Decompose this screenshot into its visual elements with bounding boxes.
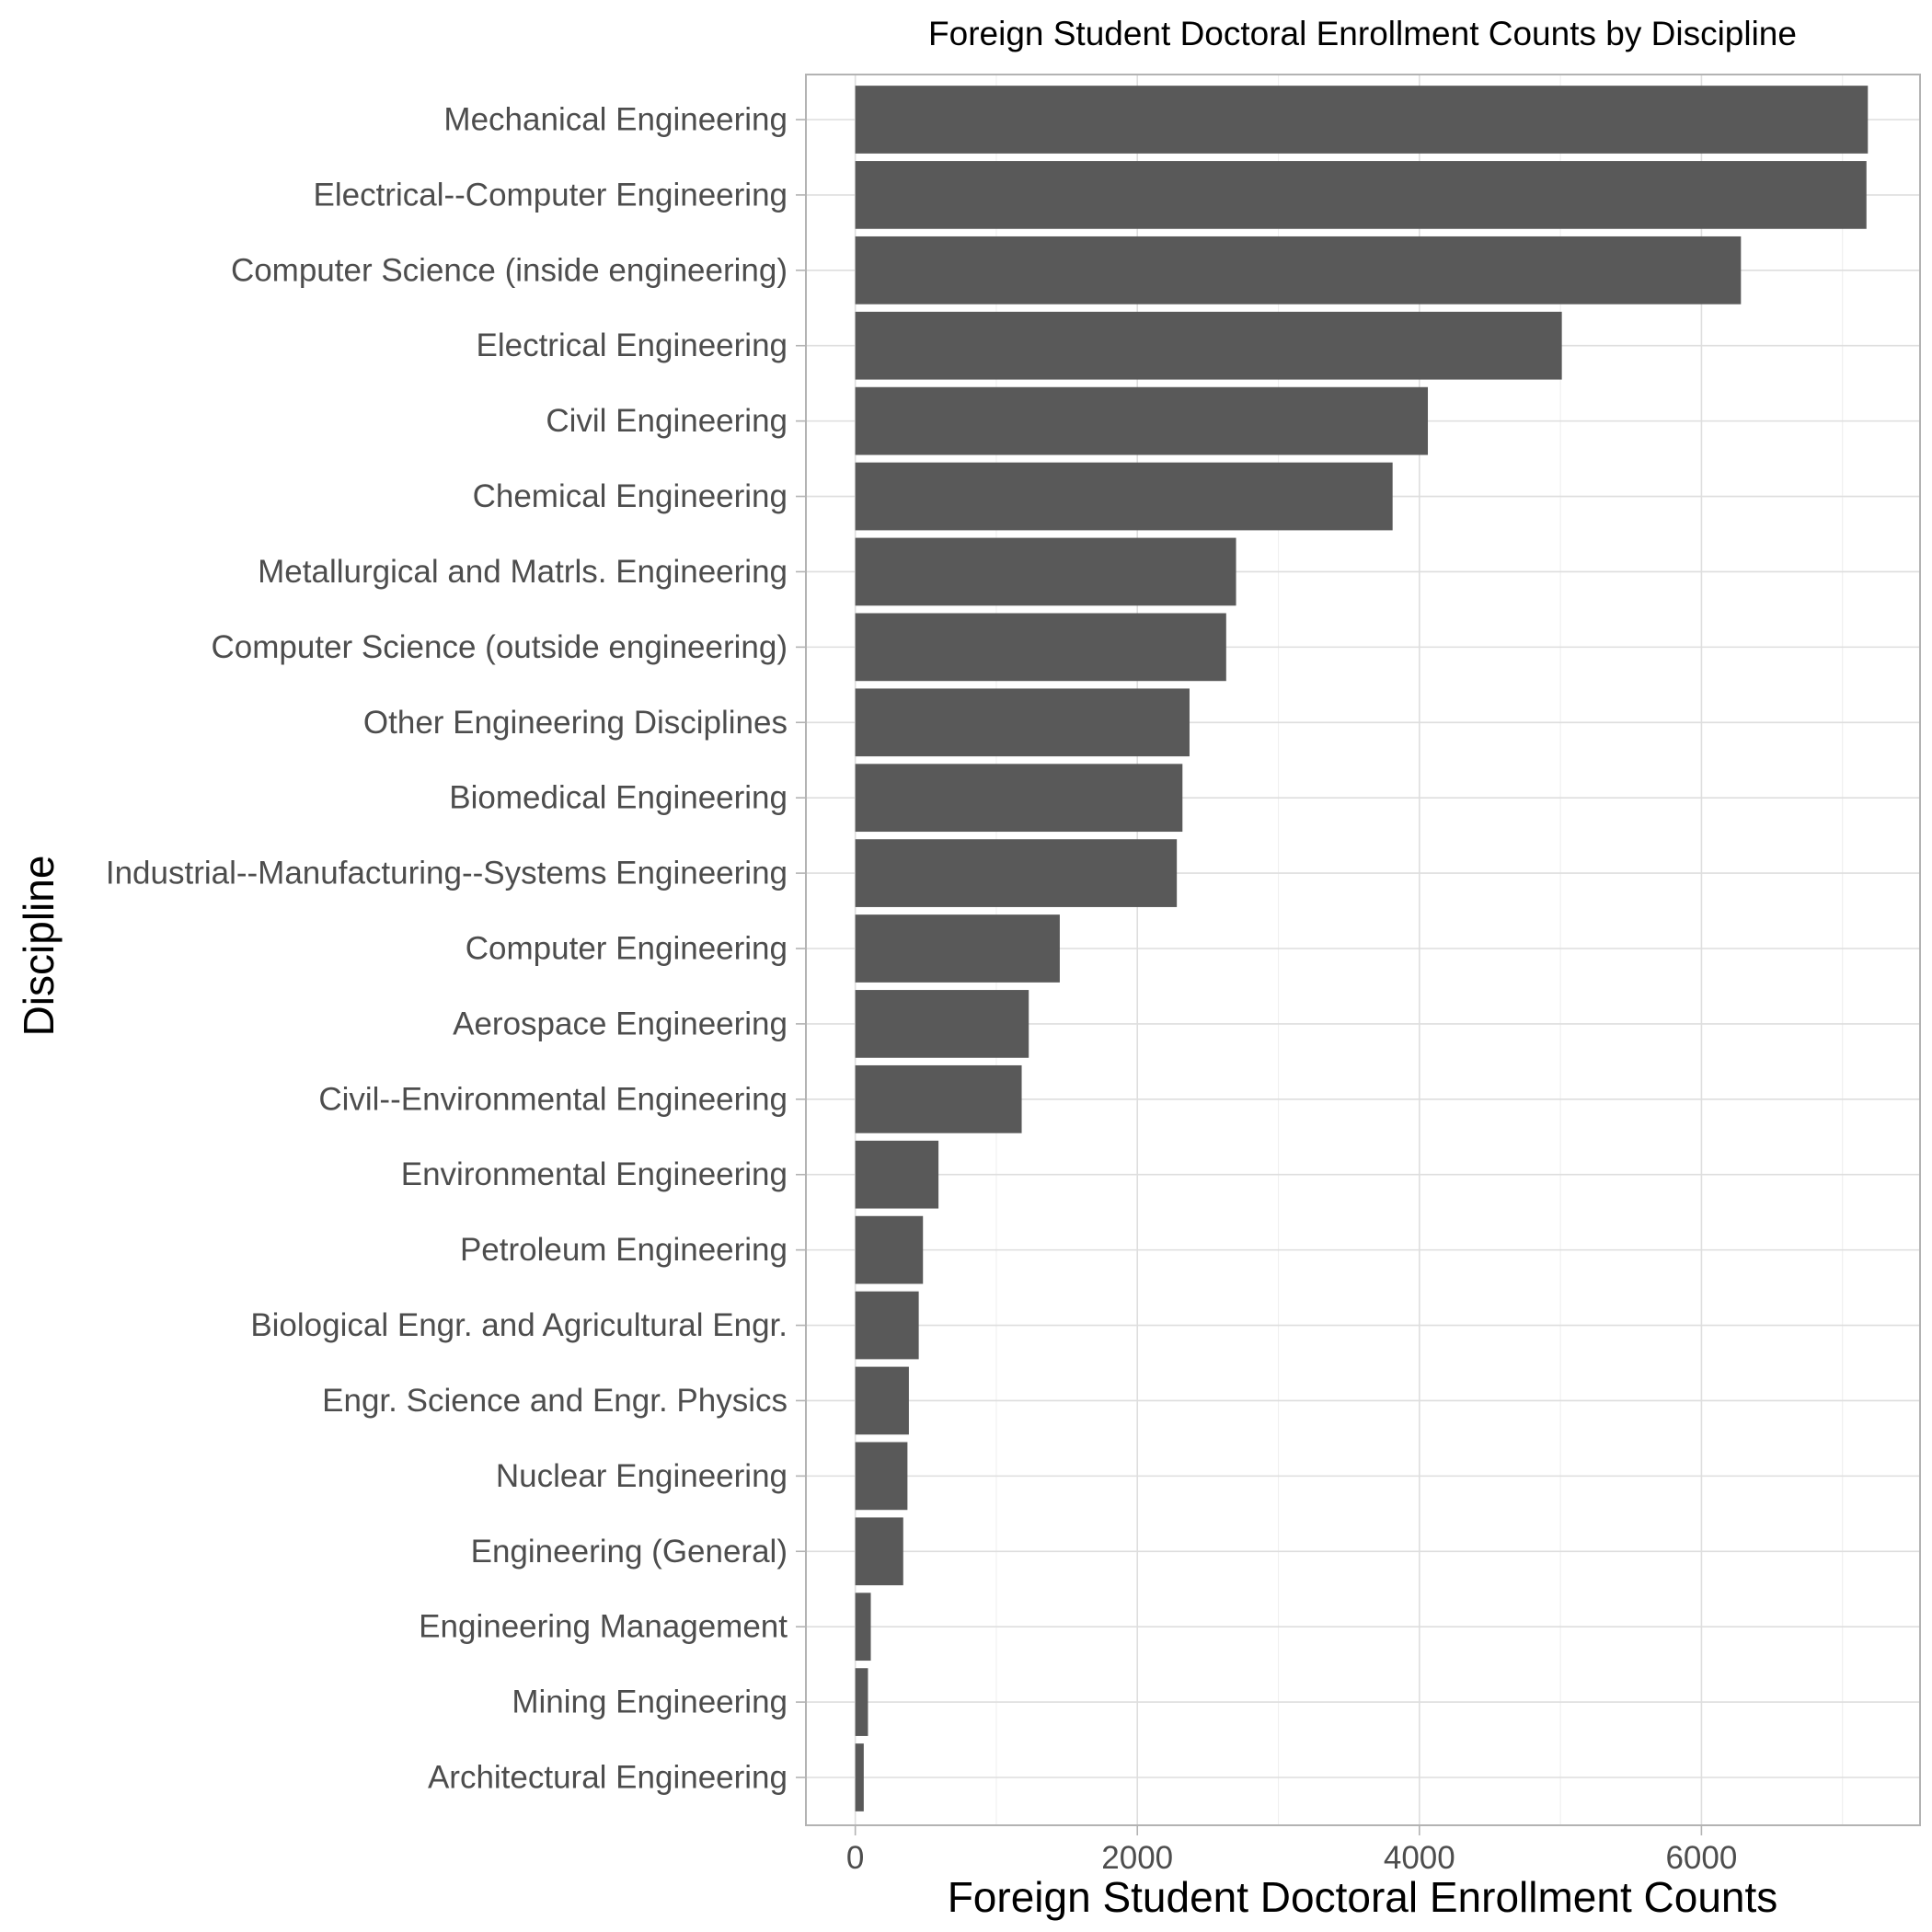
bar: [855, 764, 1183, 833]
category-label: Computer Engineering: [466, 931, 788, 967]
bar: [855, 990, 1029, 1058]
category-label: Engr. Science and Engr. Physics: [322, 1383, 788, 1419]
category-label: Engineering Management: [419, 1609, 788, 1645]
category-label: Electrical Engineering: [476, 328, 788, 363]
category-label: Aerospace Engineering: [453, 1006, 788, 1041]
category-label: Computer Science (inside engineering): [231, 252, 788, 288]
panel-border: [805, 74, 1921, 1826]
y-axis-category-labels: Mechanical Engineering Electrical--Comput…: [106, 102, 788, 1796]
x-axis-tick-labels: 0 2000 4000 6000: [846, 1840, 1737, 1876]
bar: [855, 613, 1226, 682]
bar: [855, 1743, 864, 1811]
bar: [855, 537, 1236, 606]
category-label: Computer Science (outside engineering): [212, 629, 788, 665]
category-label: Biomedical Engineering: [449, 780, 788, 816]
category-label: Biological Engr. and Agricultural Engr.: [250, 1307, 788, 1343]
x-axis-title: Foreign Student Doctoral Enrollment Coun…: [948, 1873, 1778, 1921]
x-axis-ticks: [854, 1825, 1703, 1835]
bar: [855, 462, 1393, 531]
y-axis-ticks: [796, 119, 806, 1778]
bar: [855, 161, 1867, 229]
bar: [855, 914, 1060, 983]
x-tick-label: 4000: [1384, 1840, 1455, 1876]
x-tick-label: 2000: [1101, 1840, 1173, 1876]
bars: [855, 86, 1869, 1811]
bar: [855, 386, 1429, 455]
category-label: Petroleum Engineering: [460, 1232, 788, 1268]
x-tick-label: 0: [846, 1840, 864, 1876]
category-label: Metallurgical and Matrls. Engineering: [258, 554, 788, 590]
bar: [855, 1215, 924, 1284]
x-tick-label: 6000: [1665, 1840, 1737, 1876]
category-label: Electrical--Computer Engineering: [314, 177, 788, 213]
bar: [855, 1064, 1022, 1133]
category-label: Industrial--Manufacturing--Systems Engin…: [106, 856, 788, 891]
bar: [855, 688, 1190, 757]
category-label: Mechanical Engineering: [443, 102, 788, 138]
bar: [855, 839, 1178, 907]
category-label: Chemical Engineering: [473, 478, 788, 514]
category-label: Nuclear Engineering: [496, 1458, 788, 1494]
bar: [855, 236, 1742, 305]
bar: [855, 1593, 871, 1662]
category-label: Engineering (General): [471, 1534, 788, 1570]
bar: [855, 1366, 909, 1435]
bar: [855, 1291, 919, 1360]
category-label: Civil Engineering: [546, 403, 788, 439]
bar: [855, 1668, 868, 1736]
bar: [855, 1517, 903, 1586]
chart-title: Foreign Student Doctoral Enrollment Coun…: [928, 15, 1797, 52]
category-label: Mining Engineering: [512, 1685, 788, 1720]
bar: [855, 311, 1562, 380]
category-label: Environmental Engineering: [401, 1156, 788, 1192]
category-label: Civil--Environmental Engineering: [318, 1081, 788, 1117]
category-label: Architectural Engineering: [428, 1760, 788, 1796]
bar: [855, 1140, 939, 1209]
bar: [855, 86, 1869, 154]
bar: [855, 1442, 908, 1511]
y-axis-title: Discipline: [15, 856, 63, 1037]
category-label: Other Engineering Disciplines: [363, 705, 788, 741]
